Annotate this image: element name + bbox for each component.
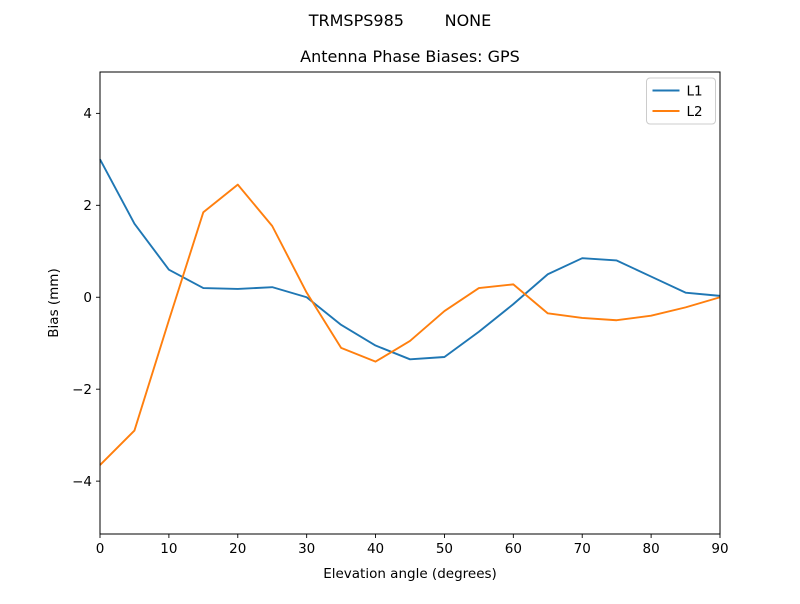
x-tick-label: 40 <box>367 541 384 557</box>
axes-title: Antenna Phase Biases: GPS <box>300 47 520 66</box>
x-tick-label: 50 <box>436 541 453 557</box>
x-tick-label: 80 <box>643 541 660 557</box>
x-tick-label: 10 <box>160 541 177 557</box>
x-tick-label: 0 <box>96 541 105 557</box>
legend-box <box>646 77 716 125</box>
y-tick-label: 0 <box>83 290 92 306</box>
y-tick-label: −2 <box>72 382 92 398</box>
y-tick-label: 2 <box>83 198 92 214</box>
axes-box <box>99 71 721 535</box>
y-tick-label: 4 <box>83 106 92 122</box>
series-lines <box>99 158 721 466</box>
x-axis-ticks: 0 10 20 30 40 50 60 70 80 90 <box>96 534 729 557</box>
series-line-l1 <box>99 158 721 361</box>
x-axis-label: Elevation angle (degrees) <box>323 566 497 582</box>
y-axis-ticks: −4 −2 0 2 4 <box>72 106 100 490</box>
x-tick-label: 20 <box>229 541 246 557</box>
series-line-l2 <box>99 183 721 466</box>
legend-label-l1: L1 <box>687 83 703 99</box>
figure-suptitle: TRMSPS985 NONE <box>308 11 492 30</box>
y-axis-label: Bias (mm) <box>46 268 62 337</box>
y-tick-label: −4 <box>72 474 92 490</box>
legend-label-l2: L2 <box>687 104 703 120</box>
x-tick-label: 30 <box>298 541 315 557</box>
x-tick-label: 70 <box>574 541 591 557</box>
x-tick-label: 90 <box>711 541 728 557</box>
x-tick-label: 60 <box>505 541 522 557</box>
